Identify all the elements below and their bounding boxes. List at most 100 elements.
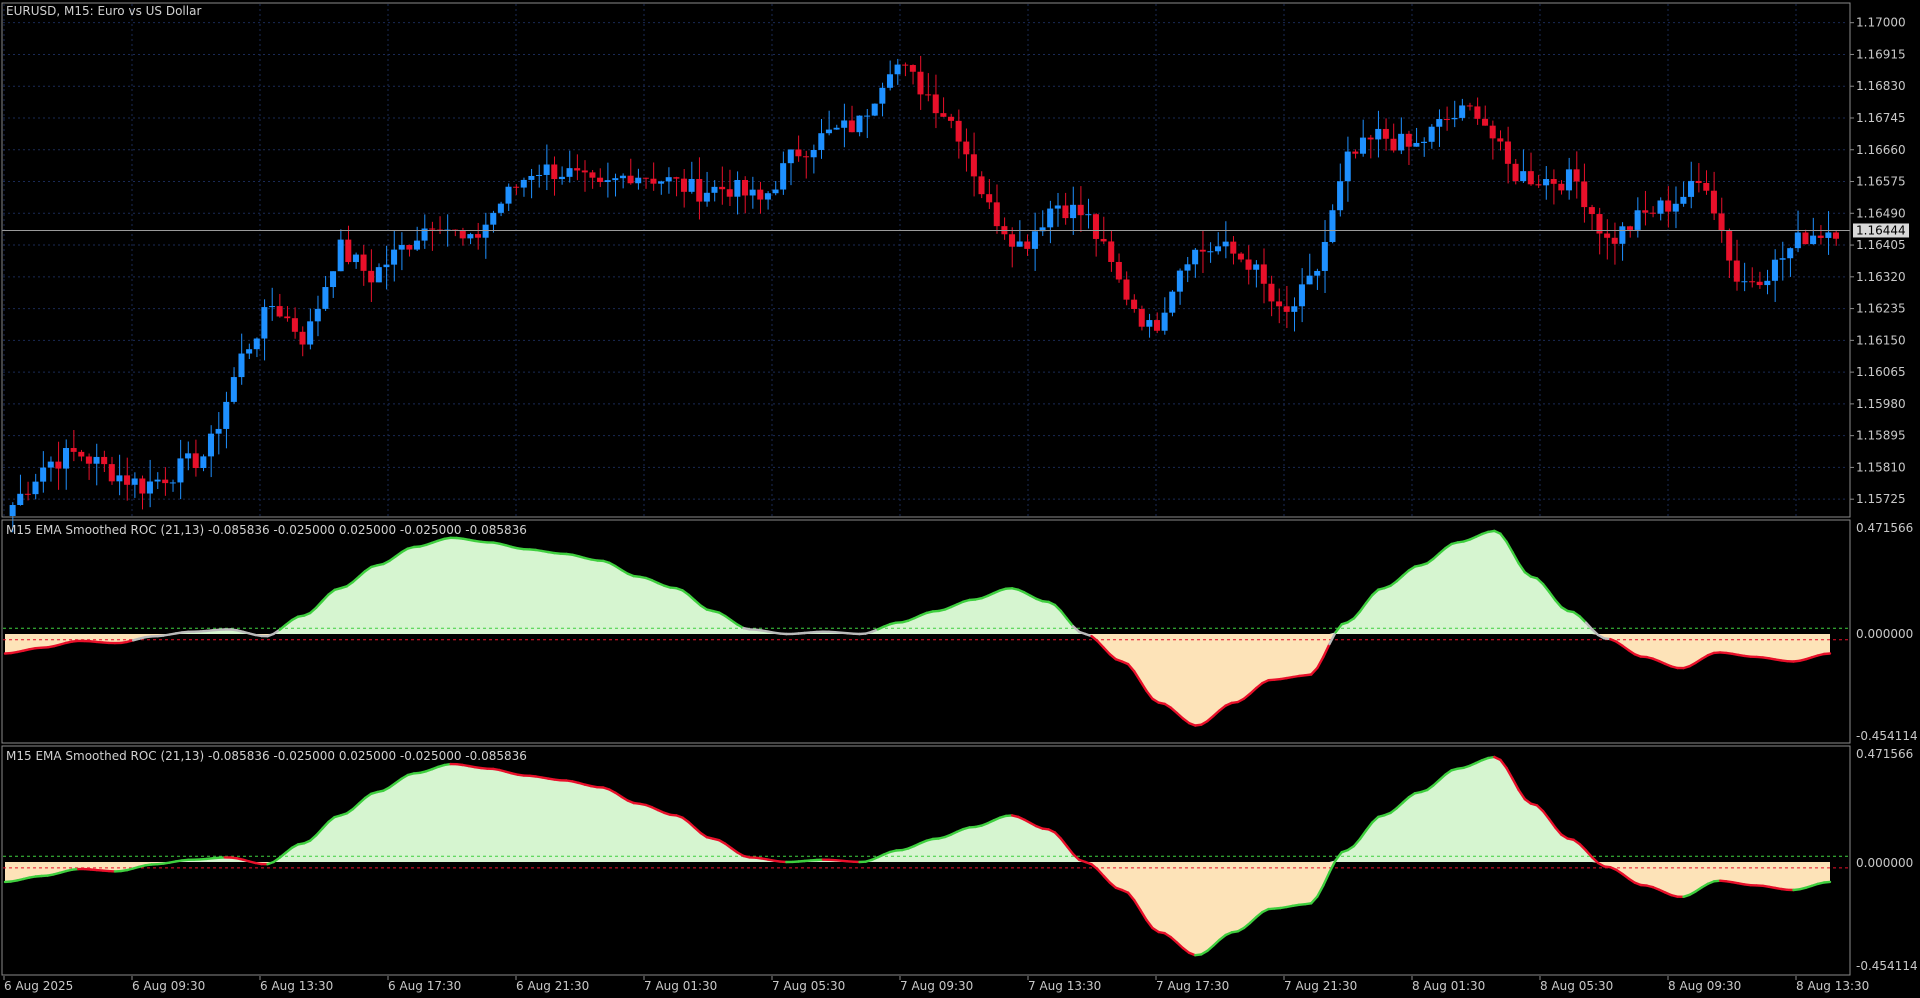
candle-body [1512, 163, 1519, 182]
roc-line-segment [724, 842, 733, 850]
roc-line-segment [693, 599, 702, 607]
candle-body [787, 149, 794, 164]
candle-body [780, 163, 787, 190]
candle-body [1764, 280, 1771, 286]
candle-body [352, 254, 359, 263]
candle-body [330, 271, 337, 288]
candle-body [719, 186, 726, 190]
roc-line-segment [1163, 932, 1173, 939]
roc-line-segment [1517, 562, 1527, 574]
candle-body [497, 203, 504, 213]
roc-line-segment [614, 564, 623, 572]
roc-line-segment [730, 619, 739, 626]
candle-body [970, 154, 977, 177]
time-tick-label: 6 Aug 21:30 [516, 979, 589, 993]
candle-body [1344, 151, 1351, 182]
roc-line-segment [1206, 714, 1215, 723]
time-tick-label: 7 Aug 17:30 [1156, 979, 1229, 993]
candle-body [1604, 233, 1611, 238]
price-axis: 1.17000 1.16915 1.16830 1.16745 1.16660 1.165… [1850, 16, 1906, 506]
indicator-panel-1[interactable]: M15 EMA Smoothed ROC (21,13) -0.085836 -… [1, 519, 1918, 744]
roc-line-segment [1584, 621, 1594, 631]
candle-body [879, 87, 886, 104]
candle-body [1741, 281, 1748, 283]
roc-line-segment [272, 856, 281, 864]
roc-line-segment [1822, 652, 1832, 656]
roc-line-segment [309, 606, 318, 615]
candle-body [1413, 142, 1420, 147]
roc-line-segment [1132, 898, 1142, 912]
candle-body [1352, 151, 1359, 154]
time-tick-label: 7 Aug 13:30 [1028, 979, 1101, 993]
indicator-2-tick-bottom: -0.454114 [1856, 959, 1918, 973]
roc-line-segment [1370, 588, 1380, 597]
candle-body [1237, 253, 1244, 260]
candle-body [1626, 226, 1634, 230]
roc-line-segment [1316, 884, 1325, 898]
candle-body [139, 478, 146, 494]
candle-body [1176, 270, 1183, 292]
roc-indicator-1 [3, 529, 1848, 727]
roc-line-segment [345, 580, 355, 588]
price-tick-label: 1.16490 [1856, 206, 1906, 220]
indicator-panel-2[interactable]: M15 EMA Smoothed ROC (21,13) -0.085836 -… [1, 745, 1918, 976]
candle-body [1398, 133, 1405, 151]
roc-line-segment [1615, 640, 1624, 647]
roc-line-segment [1627, 877, 1636, 884]
roc-line-segment [1248, 686, 1258, 695]
candle-body [55, 461, 62, 469]
time-axis: 6 Aug 2025 6 Aug 09:30 6 Aug 13:30 6 Aug 17… [3, 976, 1869, 993]
price-grid [3, 4, 1848, 516]
time-tick-label: 8 Aug 01:30 [1412, 979, 1485, 993]
roc-line-segment [687, 820, 696, 829]
candle-body [1009, 234, 1016, 247]
candle-body [650, 178, 657, 184]
candle-body [1367, 137, 1374, 140]
candle-body [986, 194, 993, 203]
candle-body [9, 505, 16, 516]
roc-line-segment [1517, 788, 1527, 801]
candle-body [1329, 210, 1336, 242]
candle-body [864, 115, 871, 117]
roc-line-segment [1334, 851, 1343, 862]
candle-body [169, 482, 176, 484]
candle-body [619, 175, 626, 179]
roc-line-segment [1505, 540, 1514, 554]
candle-body [131, 478, 138, 485]
candle-body [520, 179, 527, 188]
roc-line-segment [284, 846, 294, 854]
candle-body [1428, 126, 1435, 142]
roc-line-segment [388, 781, 397, 789]
positive-area [5, 530, 1830, 634]
candle-body [307, 321, 314, 345]
roc-line-segment [1309, 666, 1319, 676]
candle-body [215, 428, 222, 434]
roc-line-segment [1425, 784, 1435, 792]
candle-body [894, 64, 901, 75]
candle-body [772, 189, 779, 194]
price-panel-border [1, 2, 1851, 518]
candle-body [1726, 230, 1733, 261]
candle-body [78, 451, 85, 457]
candle-body [108, 464, 115, 482]
candle-body [230, 377, 237, 402]
time-tick-label: 6 Aug 17:30 [388, 979, 461, 993]
candle-body [474, 234, 482, 238]
roc-line-segment [1358, 601, 1368, 613]
price-chart-panel[interactable]: EURUSD, M15: Euro vs US Dollar 1.170001.… [1, 2, 1909, 533]
time-tick-label: 7 Aug 01:30 [644, 979, 717, 993]
candle-body [886, 74, 893, 88]
roc-line-segment [1090, 634, 1099, 643]
price-tick-label: 1.16575 [1856, 175, 1906, 189]
candle-body [276, 306, 283, 317]
candle-body [24, 493, 31, 495]
candle-body [1092, 214, 1099, 239]
candle-body [505, 186, 512, 204]
roc-line-segment [1499, 532, 1508, 543]
candle-body [833, 127, 840, 130]
indicator-1-title: M15 EMA Smoothed ROC (21,13) -0.085836 -… [6, 523, 527, 537]
roc-line-segment [1554, 599, 1563, 609]
roc-line-segment [687, 593, 696, 602]
